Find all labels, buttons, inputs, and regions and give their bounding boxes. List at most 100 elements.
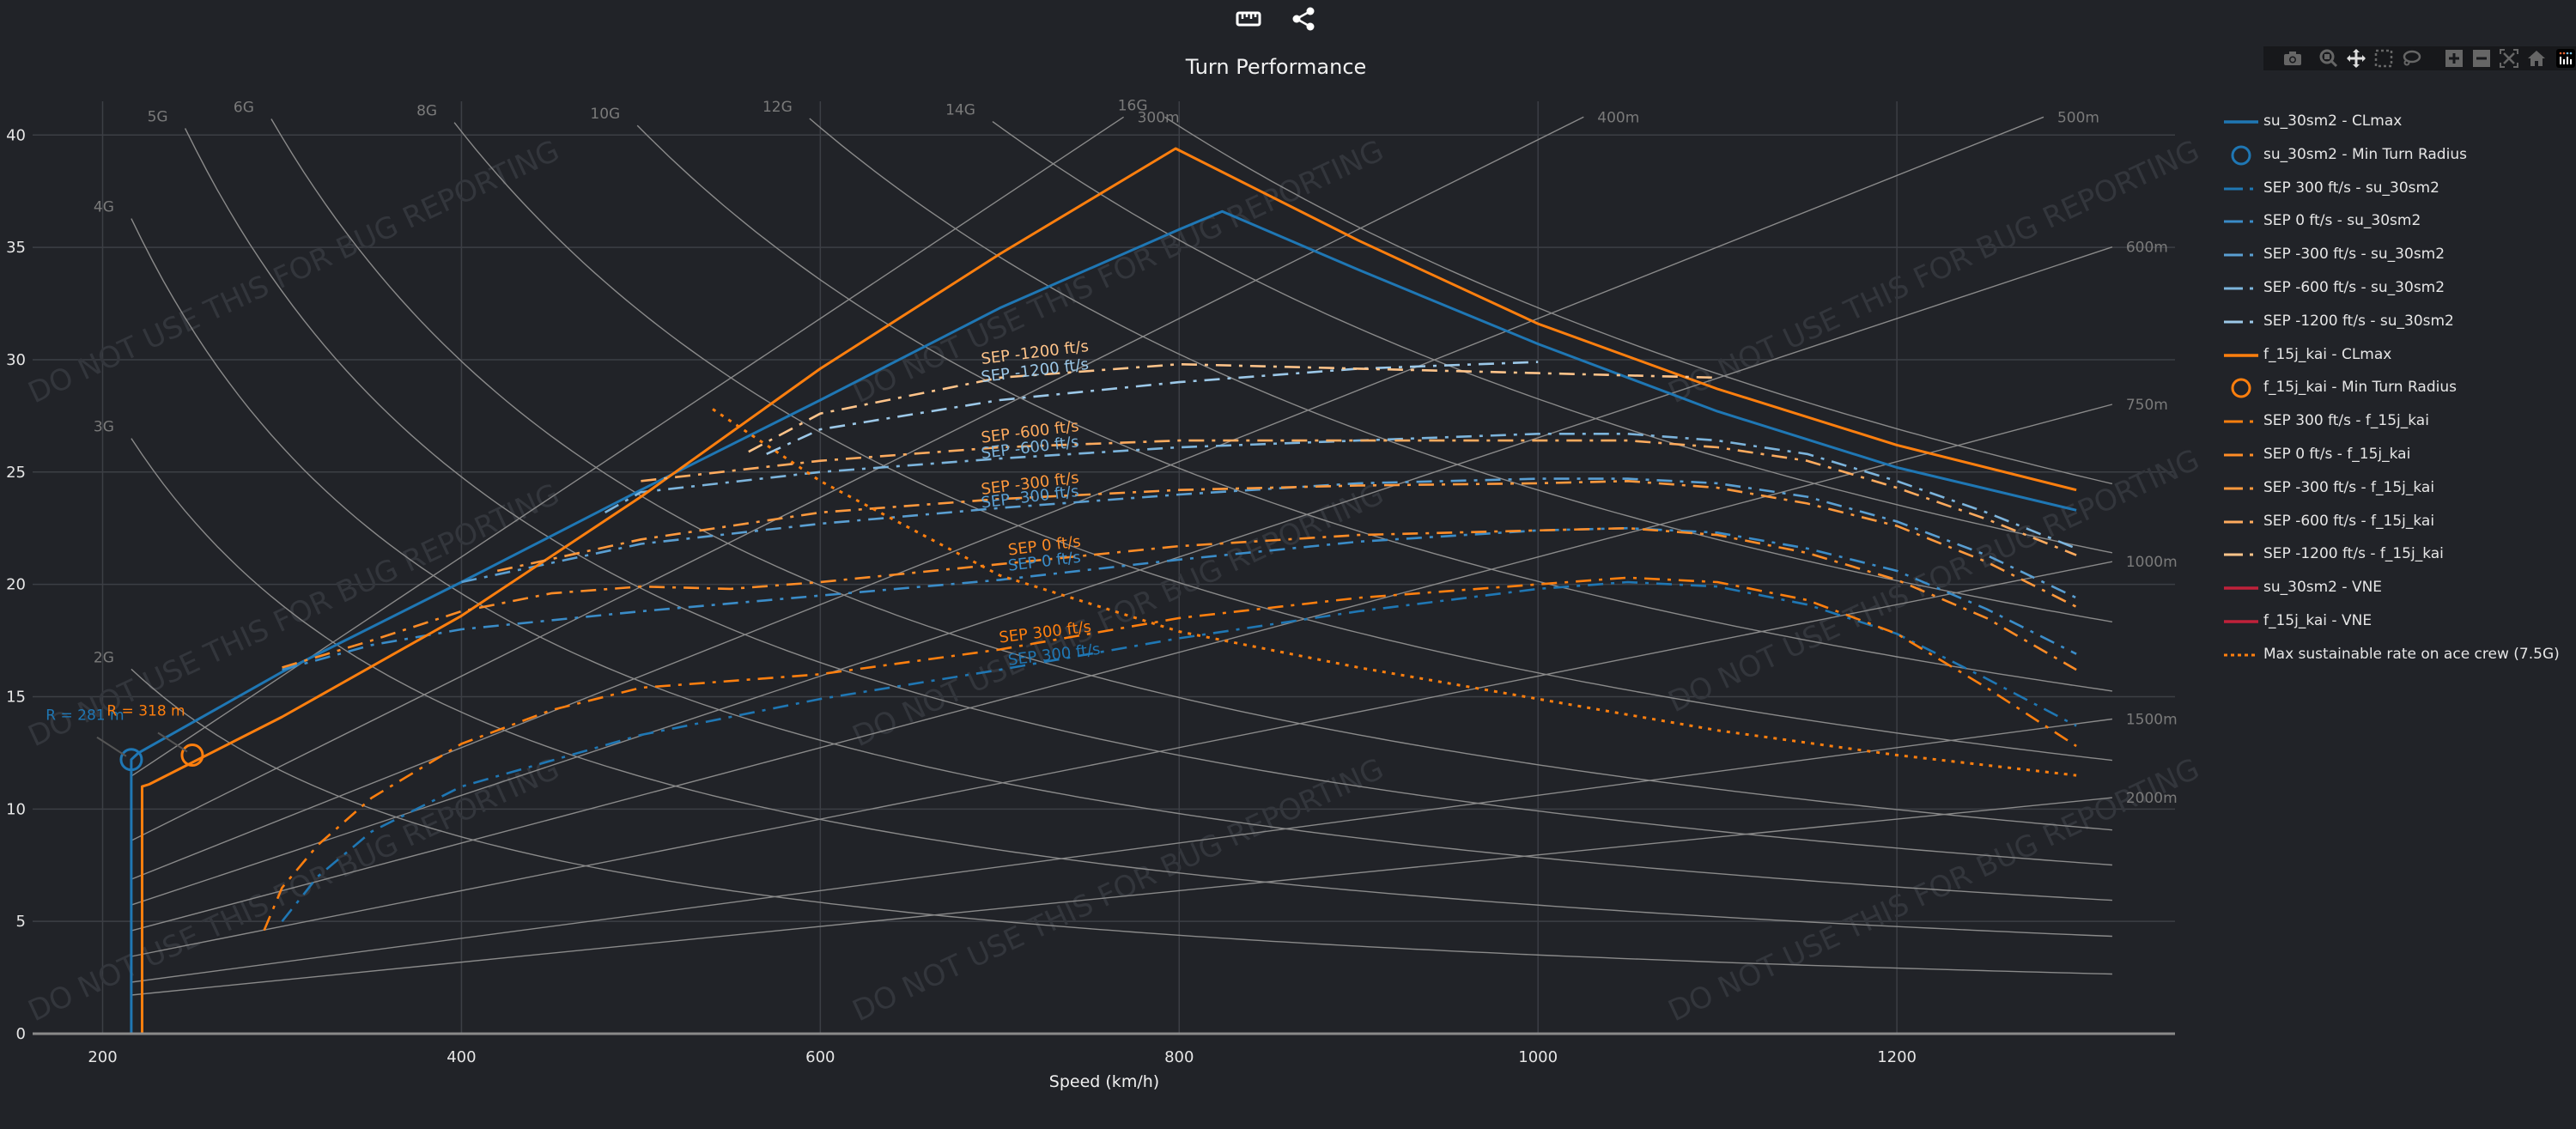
g-line-label: 16G: [1118, 97, 1148, 114]
plotly-logo-icon[interactable]: [2555, 48, 2576, 69]
legend-symbol-icon: [2224, 453, 2253, 457]
radius-line: [131, 561, 2113, 957]
legend-item[interactable]: Max sustainable rate on ace crew (7.5G): [2215, 641, 2576, 669]
legend-item[interactable]: SEP -300 ft/s - f_15j_kai: [2215, 475, 2576, 502]
legend-item[interactable]: SEP -1200 ft/s - f_15j_kai: [2215, 541, 2576, 568]
g-line-label: 6G: [234, 100, 254, 117]
turn-performance-chart[interactable]: DO NOT USE THIS FOR BUG REPORTING DO NOT …: [0, 0, 2233, 1129]
legend-symbol-icon: [2224, 253, 2253, 257]
camera-icon[interactable]: [2282, 48, 2303, 69]
watermark-text: DO NOT USE THIS FOR BUG REPORTING: [1663, 443, 2205, 719]
g-line: [131, 218, 2112, 901]
watermark-text: DO NOT USE THIS FOR BUG REPORTING: [23, 134, 565, 410]
share-icon[interactable]: [1288, 3, 1319, 34]
g-line-label: 12G: [762, 99, 793, 116]
legend-label: SEP 0 ft/s - f_15j_kai: [2263, 446, 2411, 463]
legend-symbol-icon: [2231, 378, 2251, 398]
series-layer: [119, 147, 2077, 1034]
radius-line-label: 300m: [1138, 109, 1180, 126]
g-line: [1164, 116, 2113, 485]
legend-item[interactable]: su_30sm2 - CLmax: [2215, 108, 2576, 136]
legend-label: SEP -300 ft/s - f_15j_kai: [2263, 478, 2435, 496]
zoom-in-icon[interactable]: [2444, 48, 2464, 69]
legend-item[interactable]: SEP -300 ft/s - su_30sm2: [2215, 241, 2576, 269]
legend-item[interactable]: su_30sm2 - Min Turn Radius: [2215, 142, 2576, 169]
radius-line-label: 400m: [1597, 109, 1639, 126]
legend-label: SEP 300 ft/s - su_30sm2: [2263, 179, 2439, 197]
lasso-icon[interactable]: [2401, 48, 2421, 69]
series-line: [281, 580, 2077, 923]
g-line-label: 3G: [94, 419, 114, 436]
y-tick-label: 35: [6, 239, 26, 257]
legend-label: SEP 300 ft/s - f_15j_kai: [2263, 412, 2429, 430]
g-lines: 2G 3G 4G 5G 6G 8G 10G 12G 14G 16G: [94, 97, 2113, 975]
min-turn-radius-marker: [180, 744, 204, 768]
legend-symbol-icon: [2231, 145, 2251, 166]
legend-item[interactable]: f_15j_kai - VNE: [2215, 608, 2576, 635]
legend-label: f_15j_kai - CLmax: [2263, 345, 2392, 363]
legend-symbol-icon: [2224, 353, 2258, 357]
radius-lines: 300m 400m 500m 600m 750m 1000m 1500m 2000m: [131, 109, 2178, 996]
annotation-arrow: [157, 731, 188, 753]
series-line: [263, 576, 2077, 932]
legend-symbol-icon: [2224, 553, 2253, 556]
legend-item[interactable]: SEP -1200 ft/s - su_30sm2: [2215, 308, 2576, 336]
radius-line-label: 750m: [2126, 397, 2168, 414]
ruler-icon[interactable]: [1233, 3, 1264, 34]
zoom-out-icon[interactable]: [2471, 48, 2492, 69]
radius-line-label: 2000m: [2126, 790, 2178, 807]
g-line: [809, 118, 2113, 622]
x-axis-label: Speed (km/h): [1049, 1072, 1159, 1091]
autoscale-icon[interactable]: [2499, 48, 2519, 69]
legend-item[interactable]: f_15j_kai - Min Turn Radius: [2215, 374, 2576, 402]
axes: 200 400 600 800 1000 1200 0 5 10 15 20 25 30 35 40: [6, 126, 2175, 1066]
g-line: [184, 128, 2112, 866]
x-tick-label: 200: [88, 1048, 117, 1066]
legend-item[interactable]: f_15j_kai - CLmax: [2215, 342, 2576, 369]
legend-item[interactable]: SEP 0 ft/s - f_15j_kai: [2215, 441, 2576, 469]
legend-item[interactable]: SEP 0 ft/s - su_30sm2: [2215, 208, 2576, 235]
g-line-label: 5G: [148, 109, 168, 126]
series-line: [766, 361, 1539, 455]
legend-label: SEP -600 ft/s - f_15j_kai: [2263, 512, 2435, 530]
series-line: [641, 439, 2077, 556]
legend-label: f_15j_kai - Min Turn Radius: [2263, 379, 2457, 397]
series-line: [282, 526, 2077, 671]
legend-label: SEP -1200 ft/s - su_30sm2: [2263, 312, 2454, 330]
radius-annotation: R = 281 m: [46, 707, 124, 725]
radius-line: [131, 116, 2044, 880]
legend-label: f_15j_kai - VNE: [2263, 612, 2372, 629]
legend-symbol-icon: [2224, 220, 2253, 223]
chart-title: Turn Performance: [1185, 55, 1367, 79]
legend-symbol-icon: [2224, 487, 2253, 490]
legend-symbol-icon: [2224, 620, 2258, 623]
pan-icon[interactable]: [2346, 48, 2366, 69]
top-toolbar: [0, 0, 2576, 38]
annotations: R = 281 mR = 318 m: [46, 703, 188, 757]
legend-label: SEP 0 ft/s - su_30sm2: [2263, 212, 2421, 230]
y-tick-label: 0: [16, 1025, 26, 1043]
box-select-icon[interactable]: [2373, 48, 2394, 69]
legend-label: SEP -300 ft/s - su_30sm2: [2263, 246, 2445, 264]
x-tick-label: 800: [1164, 1048, 1194, 1066]
legend-label: SEP -600 ft/s - su_30sm2: [2263, 279, 2445, 296]
radius-line-label: 600m: [2126, 240, 2168, 257]
zoom-icon[interactable]: [2318, 48, 2339, 69]
home-icon[interactable]: [2526, 48, 2547, 69]
legend-item[interactable]: SEP 300 ft/s - f_15j_kai: [2215, 408, 2576, 435]
y-tick-label: 30: [6, 351, 26, 369]
radius-line-label: 500m: [2057, 109, 2099, 126]
y-tick-label: 40: [6, 126, 26, 144]
y-tick-label: 10: [6, 800, 26, 818]
y-tick-label: 20: [6, 576, 26, 594]
legend-item[interactable]: SEP -600 ft/s - f_15j_kai: [2215, 508, 2576, 536]
legend-symbol-icon: [2224, 320, 2253, 324]
g-line: [131, 438, 2112, 938]
radius-line: [131, 718, 2112, 983]
y-tick-label: 25: [6, 464, 26, 482]
legend-item[interactable]: su_30sm2 - VNE: [2215, 574, 2576, 602]
legend-item[interactable]: SEP 300 ft/s - su_30sm2: [2215, 175, 2576, 203]
series-line: [496, 479, 2077, 608]
g-line: [270, 118, 2112, 831]
legend-item[interactable]: SEP -600 ft/s - su_30sm2: [2215, 275, 2576, 302]
